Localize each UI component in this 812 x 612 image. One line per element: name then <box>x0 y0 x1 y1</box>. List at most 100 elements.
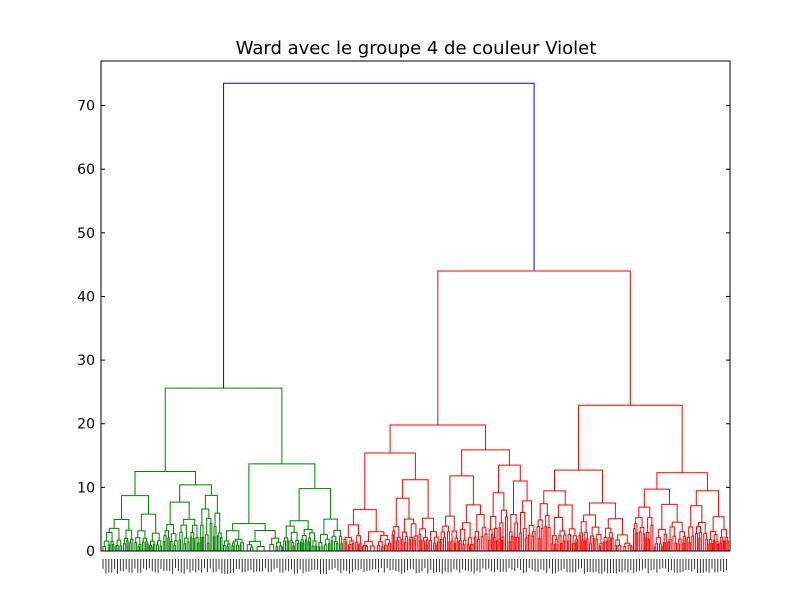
dendrogram-link <box>333 529 342 537</box>
dendrogram-link <box>286 540 289 551</box>
dendrogram-link <box>183 543 186 551</box>
dendrogram-link <box>352 542 355 551</box>
dendrogram-link <box>559 542 563 551</box>
dendrogram-link <box>429 539 433 551</box>
dendrogram-link <box>280 546 283 551</box>
y-tick-label: 50 <box>77 226 95 242</box>
leaf-labels <box>102 559 727 574</box>
dendrogram-link <box>135 537 141 545</box>
dendrogram-link <box>695 490 720 517</box>
dendrogram-link <box>220 537 223 551</box>
dendrogram-link <box>454 537 459 544</box>
dendrogram-link <box>647 538 651 551</box>
dendrogram-link <box>650 524 654 551</box>
dendrogram-link <box>557 504 573 529</box>
dendrogram-link <box>201 536 205 551</box>
dendrogram-link <box>445 515 455 531</box>
dendrogram-link <box>335 543 339 551</box>
dendrogram-link <box>712 516 725 532</box>
dendrogram-link <box>439 539 443 551</box>
dendrogram-link <box>392 530 396 551</box>
dendrogram-link <box>571 542 575 551</box>
dendrogram-link <box>120 495 150 520</box>
dendrogram-link <box>663 533 667 543</box>
dendrogram-link <box>235 538 243 543</box>
dendrogram-link <box>123 543 126 551</box>
dendrogram-link <box>459 528 466 541</box>
dendrogram-link <box>500 509 507 523</box>
dendrogram-link <box>451 530 457 542</box>
dendrogram-link <box>589 502 616 519</box>
dendrogram-link <box>589 543 593 551</box>
dendrogram-link <box>214 512 221 534</box>
dendrogram-link <box>387 544 390 551</box>
dendrogram-link <box>106 531 113 542</box>
dendrogram-link <box>695 532 698 551</box>
dendrogram-link <box>422 517 435 532</box>
dendrogram-link <box>487 539 491 551</box>
dendrogram-link <box>246 544 253 551</box>
dendrogram-link <box>684 538 687 551</box>
dendrogram-link <box>343 539 347 551</box>
dendrogram-link <box>231 545 234 551</box>
dendrogram-link <box>396 536 401 551</box>
dendrogram-link <box>574 541 577 551</box>
dendrogram-link <box>180 524 187 539</box>
dendrogram-link <box>528 524 535 536</box>
dendrogram-link <box>299 541 303 551</box>
dendrogram-link <box>674 542 677 551</box>
dendrogram-link <box>179 484 212 503</box>
y-tick-label: 0 <box>86 544 95 560</box>
dendrogram-link <box>474 531 479 540</box>
dendrogram-link <box>240 542 244 551</box>
dendrogram-link <box>442 525 449 532</box>
dendrogram-cluster-link <box>437 270 631 425</box>
dendrogram-link <box>199 537 202 551</box>
dendrogram-link <box>190 532 195 539</box>
dendrogram-cluster-link <box>248 463 316 524</box>
dendrogram-link <box>504 516 508 551</box>
dendrogram-link <box>633 528 636 551</box>
dendrogram-link <box>527 534 531 551</box>
dendrogram-link <box>110 540 114 551</box>
dendrogram-link <box>710 543 713 551</box>
dendrogram-link <box>178 539 182 551</box>
dendrogram-link <box>368 531 385 542</box>
dendrogram-link <box>339 535 343 551</box>
dendrogram-link <box>713 534 718 542</box>
dendrogram-link <box>119 545 123 551</box>
dendrogram-link <box>146 543 149 551</box>
dendrogram-link <box>516 536 519 551</box>
dendrogram-cluster-link <box>389 424 487 453</box>
dendrogram-link <box>638 531 642 551</box>
dendrogram-link <box>150 546 153 551</box>
dendrogram-link <box>607 518 623 535</box>
dendrogram-link <box>383 544 387 551</box>
dendrogram-link <box>540 527 544 551</box>
dendrogram-link <box>328 543 331 551</box>
dendrogram-link <box>311 545 315 551</box>
dendrogram-link <box>609 532 613 539</box>
dendrogram-link <box>595 539 599 551</box>
dendrogram-link <box>404 541 407 551</box>
dendrogram-link <box>492 492 505 517</box>
dendrogram-link <box>531 535 534 551</box>
dendrogram-link <box>624 542 631 547</box>
dendrogram-link <box>111 544 115 551</box>
dendrogram-link <box>156 540 162 547</box>
y-tick-label: 20 <box>77 417 95 433</box>
dendrogram-link <box>384 539 390 546</box>
dendrogram-link <box>129 542 132 551</box>
dendrogram-link <box>232 523 266 531</box>
dendrogram-link <box>554 538 558 551</box>
dendrogram-link <box>216 535 220 551</box>
dendrogram-link <box>248 540 262 547</box>
dendrogram-link <box>189 536 193 551</box>
dendrogram-link <box>151 532 160 542</box>
dendrogram-link <box>289 540 294 551</box>
dendrogram-link <box>477 538 480 551</box>
dendrogram-link <box>126 540 129 551</box>
dendrogram-link <box>155 544 159 551</box>
dendrogram-link <box>715 541 719 551</box>
dendrogram-link <box>138 544 142 551</box>
